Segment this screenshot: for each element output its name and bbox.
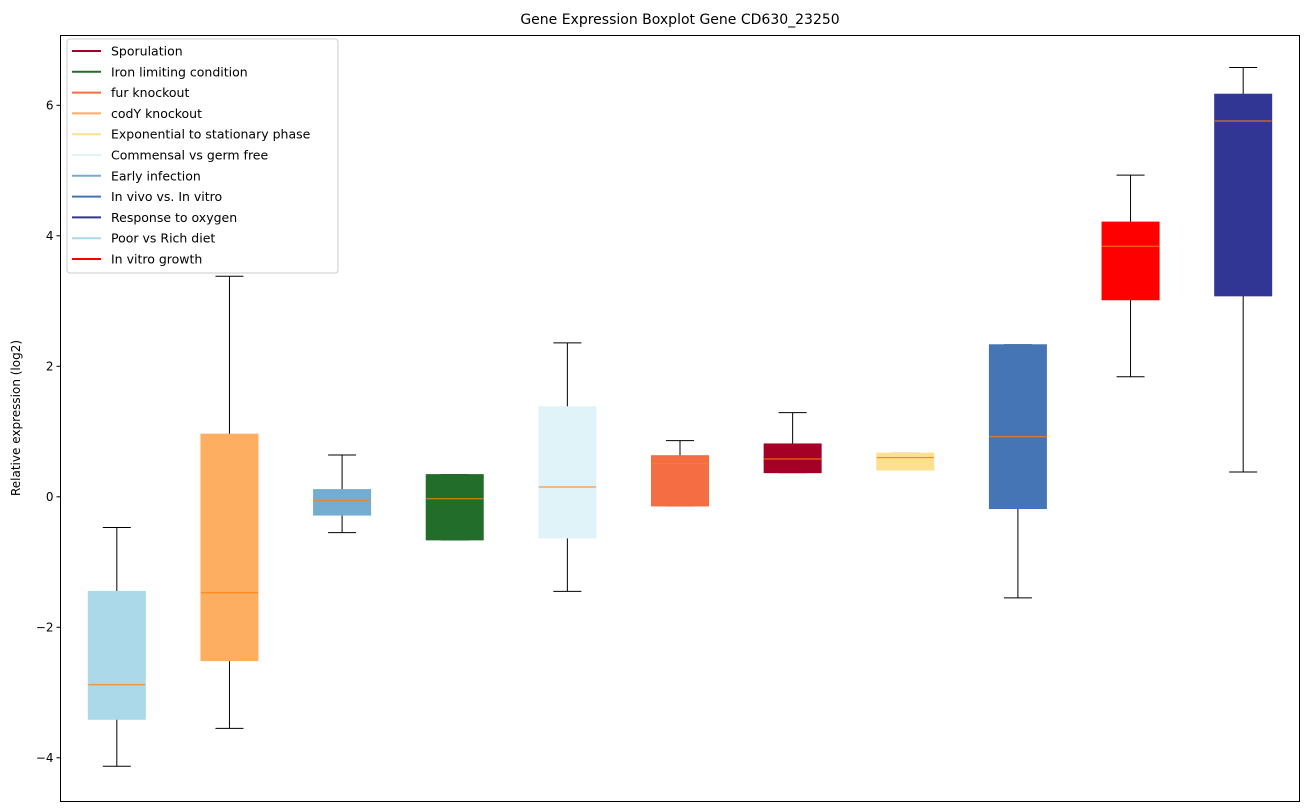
box-early-infection (313, 454, 372, 534)
legend: Sporulation Iron limiting condition fur kn… (66, 38, 339, 274)
y-tick-label: 4 (46, 229, 54, 243)
y-tick-label: 6 (46, 98, 54, 112)
box-cody-knockout (200, 275, 259, 729)
box-in-vivo-vs-in-vitro (988, 344, 1047, 599)
box-sporulation (763, 412, 822, 474)
box-iqr (538, 406, 597, 539)
legend-label: Iron limiting condition (111, 64, 248, 79)
box-exponential-to-stationary-phase (876, 452, 935, 471)
legend-frame (66, 38, 339, 274)
legend-label: Commensal vs germ free (111, 148, 268, 163)
chart-title: Gene Expression Boxplot Gene CD630_23250 (520, 12, 839, 28)
box-iqr (1214, 93, 1273, 297)
legend-label: Sporulation (111, 44, 183, 59)
box-iron-limiting-condition (425, 474, 484, 541)
legend-label: Early infection (111, 168, 201, 183)
y-tick-label: −2 (36, 620, 54, 634)
box-poor-vs-rich-diet (87, 526, 146, 767)
box-iqr (313, 489, 372, 516)
y-tick-label: 0 (46, 490, 54, 504)
legend-label: In vivo vs. In vitro (111, 189, 222, 204)
box-iqr (651, 455, 709, 507)
boxes-group (87, 66, 1273, 767)
box-iqr (1101, 221, 1160, 301)
y-axis: −4 −2 0 2 4 6 (36, 98, 61, 765)
legend-label: In vitro growth (111, 252, 202, 267)
plot-frame (60, 35, 1300, 802)
box-in-vitro-growth (1101, 174, 1160, 378)
legend-label: Poor vs Rich diet (111, 231, 215, 246)
box-iqr (87, 590, 146, 720)
legend-label: Response to oxygen (111, 210, 237, 225)
y-axis-label: Relative expression (log2) (9, 340, 23, 496)
box-iqr (425, 474, 484, 541)
box-iqr (988, 344, 1047, 510)
box-iqr (200, 433, 259, 662)
box-iqr (876, 452, 935, 471)
legend-label: fur knockout (111, 85, 189, 100)
legend-label: codY knockout (111, 106, 202, 121)
box-response-to-oxygen (1214, 66, 1273, 473)
y-tick-label: −4 (36, 751, 54, 765)
box-commensal-vs-germ-free (538, 342, 597, 592)
y-tick-label: 2 (46, 359, 54, 373)
box-fur-knockout (651, 440, 709, 507)
legend-label: Exponential to stationary phase (111, 127, 311, 142)
box-iqr (763, 443, 822, 474)
